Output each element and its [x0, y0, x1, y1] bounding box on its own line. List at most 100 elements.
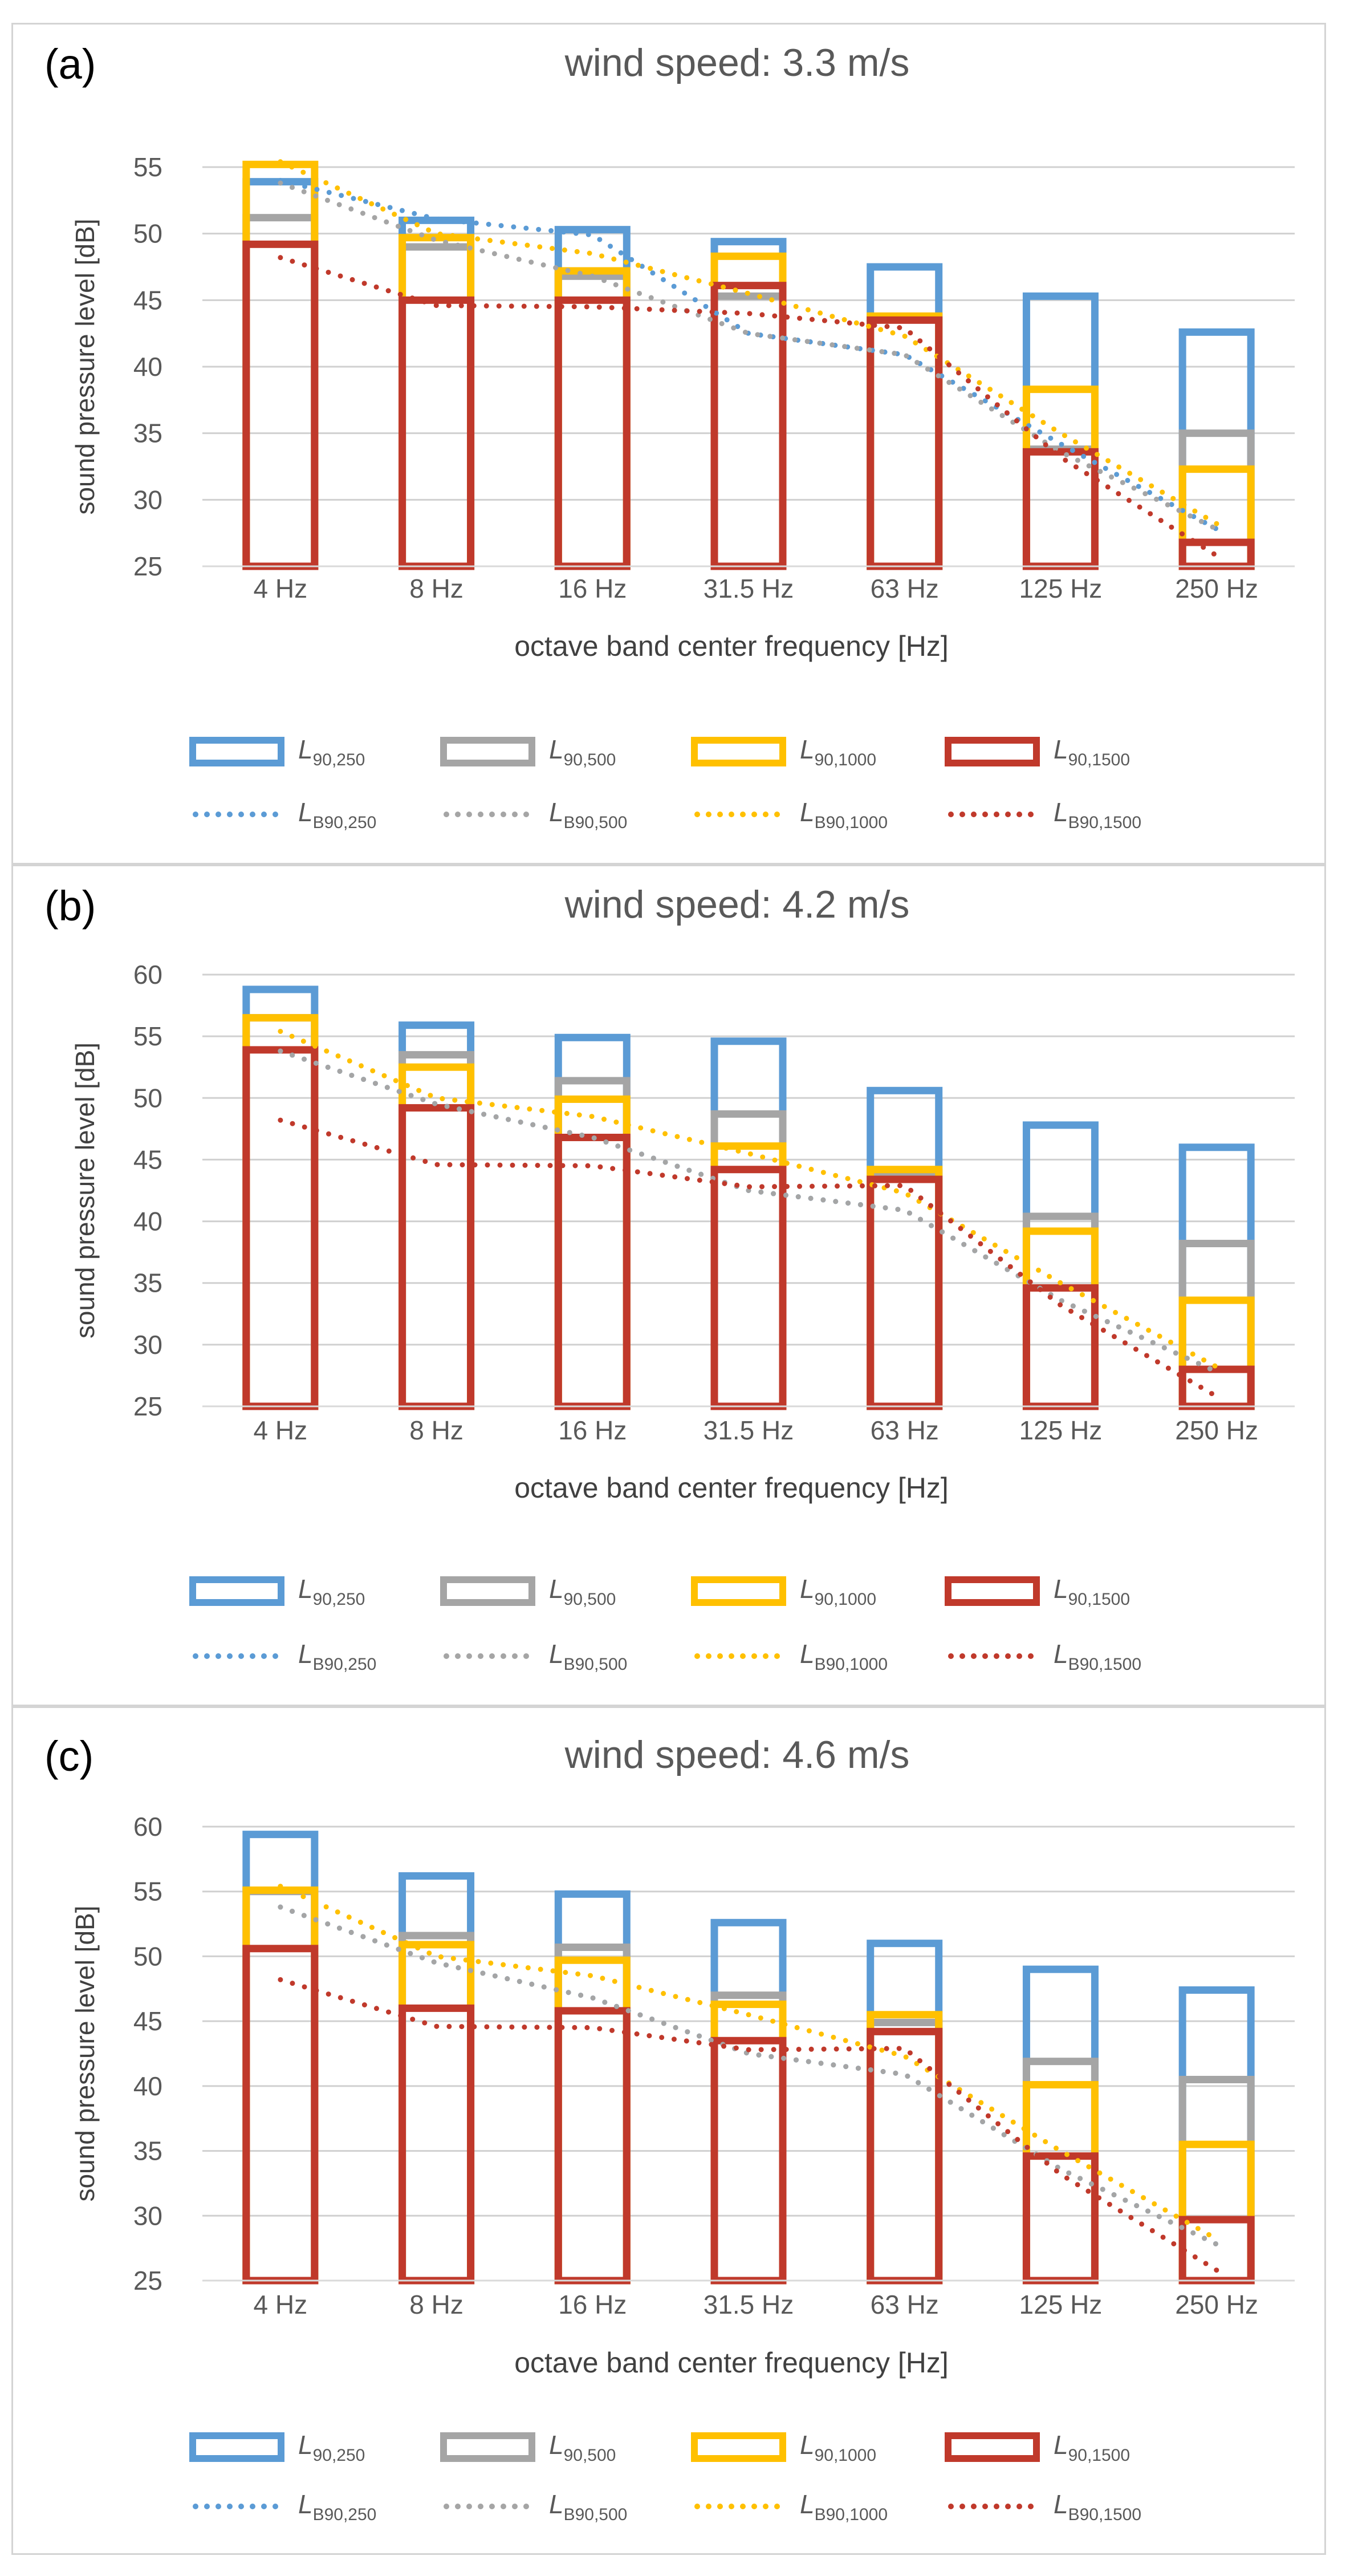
- bar-90-1500-8-hz: [399, 2004, 475, 2285]
- bar-90-250-125-hz: [1022, 1121, 1099, 1410]
- bar-90-1000-125-hz: [1022, 386, 1099, 570]
- legend-label-90-250: L90,250: [298, 1574, 365, 1609]
- legend-label-b90-1000: LB90,1000: [800, 2489, 888, 2524]
- legend-swatch-90-1000: [691, 2432, 786, 2462]
- bar-90-1500-125-hz: [1022, 448, 1099, 570]
- x-tick-label: 63 Hz: [871, 2290, 939, 2319]
- y-tick-label: 60: [133, 960, 162, 989]
- x-tick-label: 250 Hz: [1175, 1415, 1258, 1445]
- bar-90-1500-4-hz: [242, 240, 319, 570]
- chart-b: (b) wind speed: 4.2 m/s 25 30 35 40 45 50 55 60 so…: [44, 882, 1295, 1674]
- y-tick-label: 40: [133, 1207, 162, 1236]
- x-tick-label: 16 Hz: [558, 574, 627, 603]
- y-tick-label: 45: [133, 2006, 162, 2036]
- chart-c: (c) wind speed: 4.6 m/s 25 30 35 40 45 50 55 60 so…: [44, 1733, 1295, 2524]
- bar-series-90-1500: [242, 1046, 1255, 1410]
- bar-90-250-63-hz: [867, 1940, 943, 2285]
- line-series-b90-250: [278, 177, 1219, 532]
- bar-90-250-125-hz: [1022, 1965, 1099, 2285]
- x-tick-label: 125 Hz: [1019, 574, 1103, 603]
- bar-90-500-8-hz: [399, 1932, 475, 2285]
- bar-90-250-4-hz: [242, 178, 319, 570]
- bar-90-1000-125-hz: [1022, 2081, 1099, 2285]
- bar-90-250-63-hz: [867, 263, 943, 570]
- bar-series-90-1500: [242, 1945, 1255, 2285]
- x-tick-label: 16 Hz: [558, 2290, 627, 2319]
- x-tick-label: 4 Hz: [254, 2290, 308, 2319]
- y-tick-label: 55: [133, 152, 162, 182]
- bar-90-1500-16-hz: [554, 1133, 631, 1410]
- legend-swatch-90-500: [440, 737, 535, 766]
- bar-90-1500-125-hz: [1022, 2152, 1099, 2285]
- bar-90-1500-4-hz: [242, 1945, 319, 2285]
- x-axis-label: octave band center frequency [Hz]: [514, 1472, 949, 1504]
- bar-series-90-500: [242, 1014, 1255, 1410]
- bar-series-90-250: [242, 1831, 1255, 2285]
- x-axis-label: octave band center frequency [Hz]: [514, 2347, 949, 2379]
- gridlines: [202, 166, 1295, 567]
- bar-90-1500-31-5-hz: [710, 2037, 787, 2285]
- bar-90-1000-4-hz: [242, 160, 319, 570]
- legend-label-b90-1500: LB90,1500: [1054, 1639, 1141, 1674]
- x-tick-label: 8 Hz: [409, 2290, 463, 2319]
- x-tick-label: 250 Hz: [1175, 574, 1258, 603]
- bar-90-250-8-hz: [399, 1021, 475, 1410]
- line-series-b90-1000: [278, 1884, 1219, 2242]
- bar-90-1000-8-hz: [399, 1063, 475, 1410]
- legend: L90,250 L90,500 L90,1000 L90,1500 LB90,250 LB…: [189, 2430, 1141, 2524]
- bar-90-500-16-hz: [554, 1077, 631, 1410]
- bar-90-250-16-hz: [554, 226, 631, 570]
- y-axis-label: sound pressure level [dB]: [70, 1905, 100, 2201]
- x-tick-label: 31.5 Hz: [704, 574, 794, 603]
- line-series-b90-500: [278, 180, 1219, 532]
- legend-label-90-1500: L90,1500: [1054, 2430, 1130, 2465]
- bar-90-1500-16-hz: [554, 2007, 631, 2285]
- legend-label-b90-500: LB90,500: [549, 797, 627, 832]
- bar-90-1000-8-hz: [399, 1941, 475, 2285]
- x-tick-label: 125 Hz: [1019, 1415, 1103, 1445]
- legend-label-90-1500: L90,1500: [1054, 735, 1130, 769]
- line-series-b90-1500: [278, 255, 1219, 558]
- legend-swatch-90-250: [189, 1576, 284, 1606]
- bar-90-1500-250-hz: [1178, 1365, 1255, 1410]
- legend-swatch-90-500: [440, 2432, 535, 2462]
- y-tick-label: 50: [133, 1083, 162, 1113]
- legend: L90,250 L90,500 L90,1000 L90,1500 LB90,250 LB…: [189, 735, 1141, 832]
- legend-label-90-1000: L90,1000: [800, 1574, 876, 1609]
- x-tick-label: 250 Hz: [1175, 2290, 1258, 2319]
- x-tick-label: 4 Hz: [254, 574, 308, 603]
- y-tick-label: 55: [133, 1021, 162, 1051]
- chart-title: wind speed: 4.2 m/s: [564, 883, 910, 926]
- x-tick-label: 31.5 Hz: [704, 2290, 794, 2319]
- y-tick-label: 35: [133, 2136, 162, 2166]
- legend-label-b90-1500: LB90,1500: [1054, 797, 1141, 832]
- bar-90-500-4-hz: [242, 1014, 319, 1410]
- y-tick-label: 60: [133, 1812, 162, 1841]
- y-tick-label: 40: [133, 2071, 162, 2101]
- bar-90-250-31-5-hz: [710, 238, 787, 570]
- bar-90-1500-31-5-hz: [710, 1166, 787, 1410]
- x-tick-label: 8 Hz: [409, 574, 463, 603]
- line-series-b90-1000: [278, 159, 1219, 526]
- y-tick-label: 25: [133, 551, 162, 581]
- legend-label-b90-250: LB90,250: [298, 797, 376, 832]
- legend-swatch-90-1000: [691, 737, 786, 766]
- legend-swatch-90-250: [189, 2432, 284, 2462]
- line-series-b90-500: [278, 1048, 1219, 1374]
- bar-90-500-31-5-hz: [710, 1110, 787, 1410]
- bar-90-1500-63-hz: [867, 1175, 943, 1410]
- legend-swatch-90-1500: [945, 737, 1040, 766]
- legend-label-90-1000: L90,1000: [800, 2430, 876, 2465]
- x-tick-label: 63 Hz: [871, 1415, 939, 1445]
- bar-90-500-125-hz: [1022, 2058, 1099, 2285]
- bar-90-250-250-hz: [1178, 1986, 1255, 2285]
- legend-swatch-90-1000: [691, 1576, 786, 1606]
- bar-series-90-250: [242, 985, 1255, 1410]
- y-tick-label: 55: [133, 1877, 162, 1906]
- bar-series-90-1000: [242, 1014, 1255, 1410]
- y-tick-label: 50: [133, 219, 162, 249]
- legend-label-90-500: L90,500: [549, 1574, 616, 1609]
- y-tick-label: 45: [133, 285, 162, 315]
- legend-swatch-90-500: [440, 1576, 535, 1606]
- line-series-b90-500: [278, 1904, 1219, 2247]
